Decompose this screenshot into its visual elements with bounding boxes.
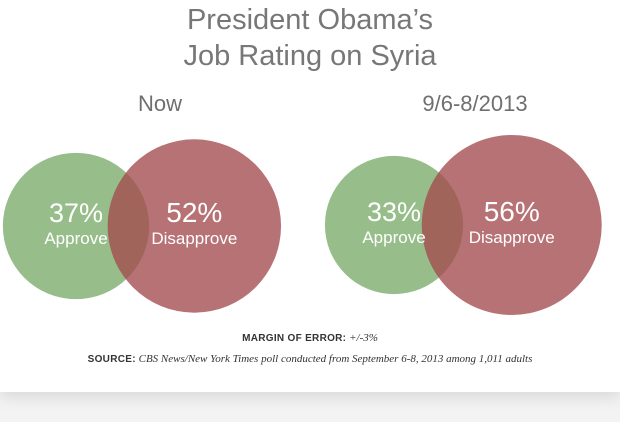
series-label-disapprove-0: Disapprove bbox=[151, 229, 237, 248]
margin-of-error: MARGIN OF ERROR: +/-3% bbox=[0, 332, 620, 344]
series-label-approve-0: Approve bbox=[44, 229, 107, 248]
series-label-approve-1: Approve bbox=[362, 228, 425, 247]
source-label: SOURCE: bbox=[87, 354, 136, 365]
title-line-2: Job Rating on Syria bbox=[183, 40, 437, 72]
margin-of-error-label: MARGIN OF ERROR: bbox=[242, 333, 347, 344]
value-label-approve-0: 37% bbox=[49, 198, 103, 228]
source-value: CBS News/New York Times poll conducted f… bbox=[138, 353, 533, 365]
bubble-disapprove-1 bbox=[421, 135, 602, 315]
bubble-chart: 37%Approve52%Disapprove33%Approve56%Disa… bbox=[2, 135, 602, 315]
chart-card: President Obama’s Job Rating on Syria No… bbox=[0, 0, 620, 392]
panel-label-date: 9/6-8/2013 bbox=[422, 91, 528, 116]
bubble-approve-1 bbox=[324, 155, 464, 295]
margin-of-error-value: +/-3% bbox=[349, 332, 378, 344]
value-label-disapprove-0: 52% bbox=[166, 197, 222, 228]
bubble-approve-0 bbox=[2, 152, 150, 300]
title-line-1: President Obama’s bbox=[186, 4, 434, 36]
value-label-disapprove-1: 56% bbox=[484, 196, 540, 227]
source-note: SOURCE: CBS News/New York Times poll con… bbox=[0, 353, 620, 365]
bubble-disapprove-0 bbox=[107, 139, 282, 313]
chart-title: President Obama’s Job Rating on Syria bbox=[0, 2, 620, 74]
series-label-disapprove-1: Disapprove bbox=[469, 228, 555, 247]
value-label-approve-1: 33% bbox=[367, 197, 421, 227]
panel-label-now: Now bbox=[137, 91, 182, 116]
